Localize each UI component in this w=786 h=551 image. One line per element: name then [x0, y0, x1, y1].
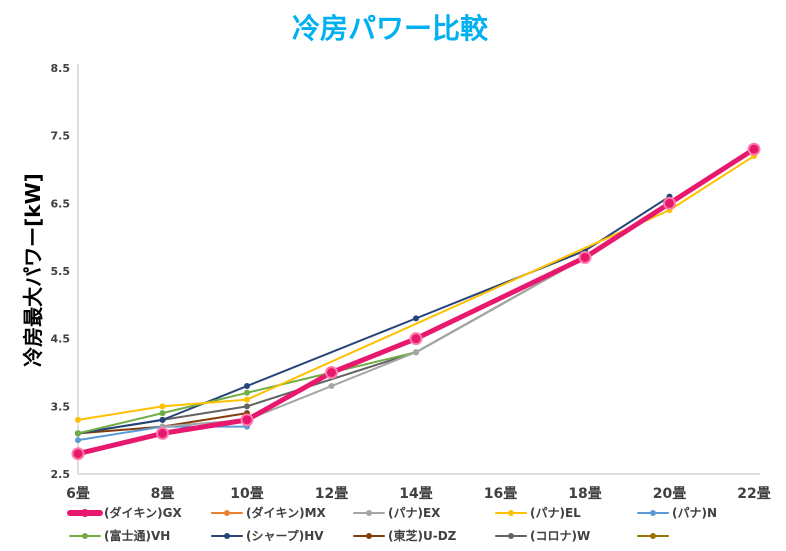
- legend-item: (東芝)U-DZ: [353, 528, 457, 543]
- data-point: [156, 426, 169, 440]
- data-point: [413, 349, 419, 356]
- x-tick-label: 18畳: [568, 486, 601, 502]
- legend-swatch-marker: [224, 533, 230, 539]
- series-line-segment: [244, 370, 334, 423]
- x-tick-labels: 6畳 8畳 10畳 12畳 14畳 16畳 18畳 20畳 22畳: [66, 486, 771, 502]
- legend-label: (シャープ)HV: [246, 528, 324, 543]
- legend-item: (ダイキン)GX: [67, 505, 182, 520]
- series-line-segment: [77, 418, 164, 435]
- series-line-segment: [161, 412, 248, 428]
- data-point: [159, 416, 166, 423]
- series-line-segment: [161, 398, 248, 408]
- x-tick-label: 14畳: [399, 486, 432, 502]
- series-line-segment: [667, 146, 757, 206]
- data-point: [747, 142, 761, 156]
- series-line-segment: [77, 405, 164, 421]
- legend-label: (ダイキン)GX: [104, 505, 182, 520]
- data-point: [409, 332, 423, 346]
- data-point: [244, 389, 250, 396]
- series-line-segment: [413, 254, 588, 342]
- series-line-segment: [330, 351, 417, 388]
- series-line-segment: [77, 425, 164, 442]
- data-point: [413, 315, 419, 322]
- legend-label: (パナ)EX: [388, 506, 441, 520]
- legend-swatch-marker: [224, 510, 230, 516]
- y-tick-label: 4.5: [51, 333, 71, 346]
- legend-swatch-marker: [650, 510, 656, 516]
- series-line-segment: [668, 154, 755, 212]
- data-point: [244, 396, 250, 403]
- legend-swatch-marker: [508, 533, 514, 539]
- legend-item: (パナ)EL: [495, 506, 581, 520]
- legend-label: (東芝)U-DZ: [388, 528, 457, 543]
- series: [75, 146, 757, 437]
- data-point: [244, 403, 250, 410]
- series-line-segment: [246, 317, 417, 388]
- x-tick-label: 16畳: [484, 486, 517, 502]
- series-lines: [71, 142, 761, 461]
- data-point: [75, 437, 81, 444]
- data-point: [663, 196, 676, 210]
- data-point: [75, 430, 81, 437]
- legend-swatch-marker: [508, 510, 514, 516]
- y-tick-labels: 2.5 3.5 4.5 5.5 6.5 7.5 8.5: [51, 62, 71, 481]
- legend-item: [637, 533, 669, 539]
- series-line-segment: [77, 425, 164, 435]
- series: [71, 142, 761, 461]
- legend-swatch-marker: [650, 533, 656, 539]
- x-tick-label: 10畳: [230, 486, 263, 502]
- data-point: [328, 383, 335, 390]
- data-point: [159, 410, 166, 417]
- series-line-segment: [246, 371, 333, 394]
- series-line-segment: [77, 412, 164, 435]
- y-tick-label: 5.5: [51, 265, 71, 278]
- data-point: [75, 416, 81, 423]
- series: [75, 152, 757, 423]
- data-point: [325, 366, 338, 379]
- legend-item: (シャープ)HV: [211, 528, 324, 543]
- y-tick-label: 3.5: [51, 400, 71, 413]
- x-tick-label: 6畳: [66, 486, 90, 502]
- legend-label: (富士通)VH: [104, 528, 170, 543]
- legend-swatch-marker: [366, 533, 372, 539]
- legend-item: (パナ)EX: [353, 506, 441, 520]
- series: [75, 193, 673, 437]
- y-tick-label: 2.5: [51, 468, 71, 481]
- x-tick-label: 22畳: [737, 486, 770, 502]
- data-point: [71, 447, 85, 461]
- data-point: [578, 250, 592, 264]
- legend-label: (ダイキン)MX: [246, 505, 327, 520]
- series-line-segment: [75, 430, 165, 457]
- legend-item: (パナ)N: [637, 506, 717, 520]
- data-point: [240, 413, 254, 427]
- legend-swatch-marker: [366, 510, 372, 516]
- series-line-segment: [415, 249, 586, 320]
- legend-swatch-marker: [82, 533, 88, 539]
- y-axis-label: 冷房最大パワー[kW]: [21, 173, 45, 367]
- data-point: [244, 383, 250, 390]
- series-line-segment: [329, 336, 419, 375]
- legend-label: (コロナ)W: [530, 529, 590, 543]
- legend-item: (ダイキン)MX: [211, 505, 327, 520]
- x-tick-label: 20畳: [653, 486, 686, 502]
- x-tick-label: 8畳: [151, 486, 175, 502]
- y-tick-label: 8.5: [51, 62, 71, 75]
- legend-swatch-marker: [81, 509, 89, 517]
- y-tick-label: 6.5: [51, 197, 71, 210]
- x-tick-label: 12畳: [315, 486, 348, 502]
- series-line-segment: [246, 351, 417, 408]
- legend-item: (富士通)VH: [69, 528, 170, 543]
- legend: (ダイキン)GX (ダイキン)MX (パナ)EX (パナ)EL (パナ)N (富士通)VH…: [67, 505, 717, 543]
- data-point: [159, 403, 166, 410]
- series-line-segment: [160, 417, 250, 436]
- chart-title: 冷房パワー比較: [292, 12, 489, 45]
- legend-item: (コロナ)W: [495, 529, 590, 543]
- series-line-segment: [161, 405, 248, 421]
- legend-label: (パナ)EL: [530, 506, 581, 520]
- series-line-segment: [246, 209, 671, 401]
- legend-label: (パナ)N: [672, 506, 717, 520]
- series-line-segment: [582, 200, 672, 260]
- y-tick-label: 7.5: [51, 130, 71, 143]
